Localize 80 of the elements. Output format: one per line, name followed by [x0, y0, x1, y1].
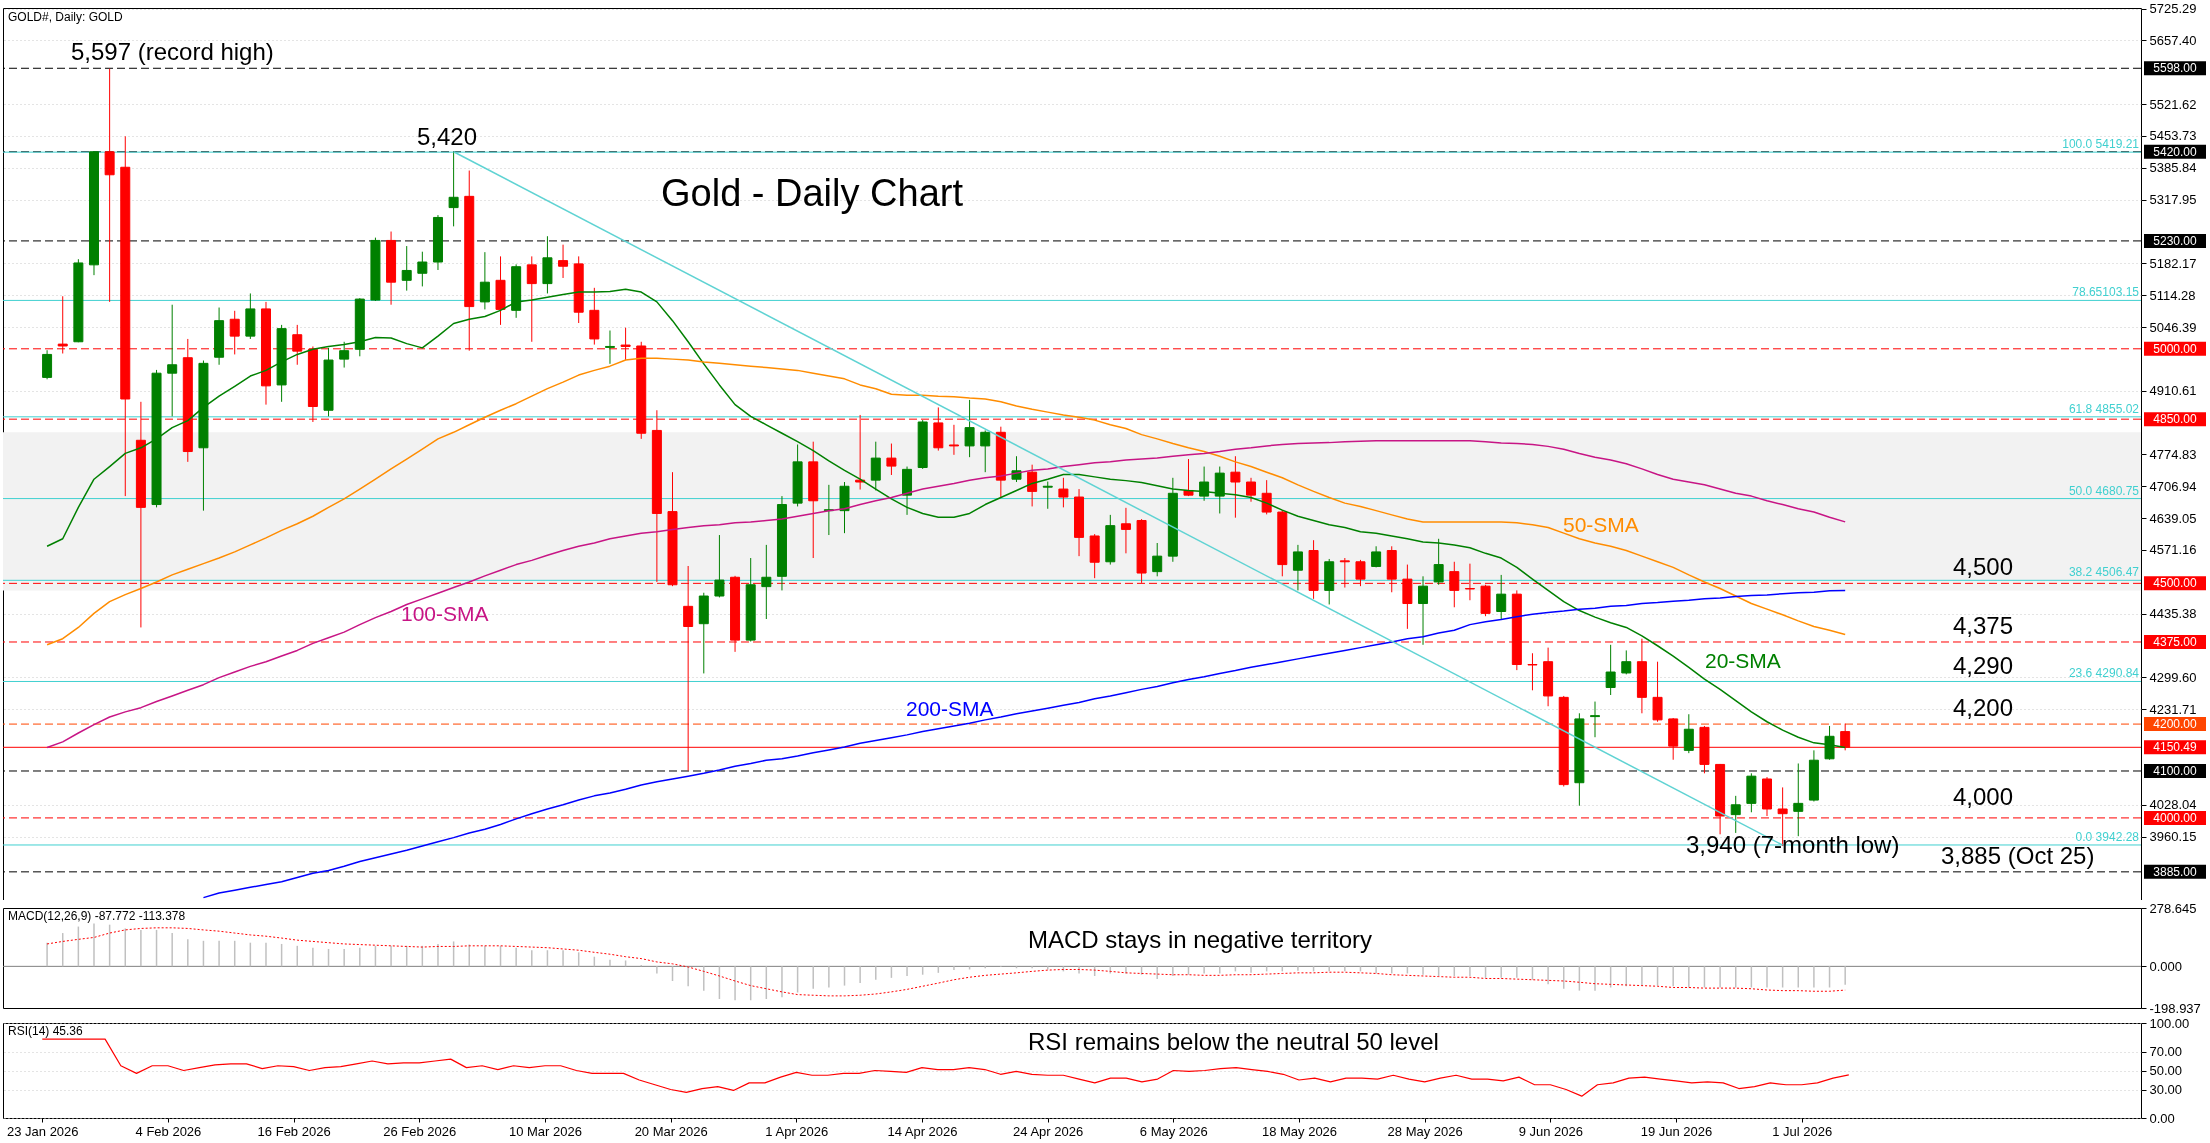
x-tick-label: 19 Jun 2026	[1640, 1123, 1713, 1139]
ref-line-label: 50.0 4680.75	[2068, 483, 2140, 498]
x-tick-label: 28 May 2026	[1387, 1123, 1463, 1139]
y-tick-label: 4639.05	[2149, 510, 2197, 526]
ref-line-label: 5230.00	[2153, 233, 2198, 248]
text: Gold - Daily Chart	[661, 172, 964, 214]
annotation: GOLD#, Daily: GOLD	[8, 10, 124, 24]
annotation: 4,500	[1953, 553, 2014, 581]
annotation: RSI(14) 45.36	[8, 1024, 84, 1038]
y-tick-label: 30.00	[2149, 1082, 2183, 1097]
y-tick-label: 4910.61	[2149, 383, 2197, 399]
ref-line-label: 4150.49	[2153, 740, 2198, 755]
y-tick-label: 50.00	[2149, 1063, 2183, 1078]
y-tick-label: 3960.15	[2149, 829, 2197, 845]
ref-line-label: 4375.00	[2153, 634, 2198, 649]
series-label: 200-SMA	[906, 697, 994, 720]
series-label: 50-SMA	[1563, 513, 1639, 536]
x-tick-label: 23 Jan 2026	[6, 1123, 79, 1139]
y-tick-label: 4231.71	[2149, 701, 2197, 717]
x-tick-label: 26 Feb 2026	[383, 1123, 457, 1139]
y-tick-label: 5385.84	[2149, 160, 2197, 176]
y-tick-label: 0.000	[2149, 958, 2183, 974]
x-tick-label: 20 Mar 2026	[634, 1123, 708, 1139]
y-tick-label: 5657.40	[2149, 32, 2197, 48]
annotation: 4,375	[1953, 611, 2014, 639]
ref-line-label: 5420.00	[2153, 144, 2198, 159]
annotation: 3,940 (7-month low)	[1686, 831, 1900, 859]
y-tick-label: 278.645	[2149, 900, 2197, 916]
ref-line-label: 38.2 4506.47	[2068, 565, 2140, 580]
x-tick-label: 24 Apr 2026	[1013, 1123, 1084, 1139]
series-label: 20-SMA	[1705, 649, 1781, 672]
y-tick-label: 4706.94	[2149, 478, 2197, 494]
annotation: MACD(12,26,9) -87.772 -113.378	[8, 909, 186, 923]
annotation: RSI remains below the neutral 50 level	[1028, 1028, 1439, 1055]
x-tick-label: 6 May 2026	[1139, 1123, 1208, 1139]
ref-line-label: 0.0 3942.28	[2075, 829, 2140, 844]
ref-line-label: 5598.00	[2153, 61, 2198, 76]
y-tick-label: 5521.62	[2149, 96, 2197, 112]
y-tick-label: 4774.83	[2149, 446, 2197, 462]
ref-line-label: 4100.00	[2153, 764, 2198, 778]
y-tick-label: 4028.04	[2149, 797, 2197, 813]
y-tick-label: 5453.73	[2149, 128, 2197, 144]
annotation: MACD stays in negative territory	[1028, 926, 1373, 953]
ref-line-label: 78.65103.15	[2072, 285, 2140, 300]
y-tick-label: 100.00	[2149, 1015, 2190, 1031]
annotation: 3,885 (Oct 25)	[1941, 841, 2095, 869]
y-tick-label: 4435.38	[2149, 606, 2197, 622]
y-tick-label: 5182.17	[2149, 255, 2197, 271]
ref-line-label: 4850.00	[2153, 412, 2198, 427]
ref-line-label: 4000.00	[2153, 810, 2198, 825]
x-tick-label: 9 Jun 2026	[1518, 1123, 1584, 1139]
y-tick-label: 5317.95	[2149, 192, 2197, 208]
ref-line-label: 3885.00	[2153, 864, 2198, 879]
ref-line-label: 23.6 4290.84	[2068, 666, 2140, 681]
y-tick-label: 5725.29	[2149, 1, 2197, 17]
x-tick-label: 1 Apr 2026	[765, 1123, 829, 1139]
ref-line-label: 4200.00	[2153, 717, 2198, 732]
y-tick-label: 5114.28	[2149, 287, 2196, 303]
ref-line-label: 4500.00	[2153, 576, 2198, 591]
annotation: 4,200	[1953, 694, 2014, 722]
series-label: 100-SMA	[401, 602, 489, 625]
ref-line-label: 61.8 4855.02	[2068, 401, 2140, 416]
y-tick-label: 0.00	[2149, 1110, 2175, 1126]
annotation: 5,420	[417, 122, 478, 150]
annotation: 4,000	[1953, 782, 2014, 810]
ref-line-label: 5000.00	[2153, 341, 2198, 356]
x-tick-label: 18 May 2026	[1261, 1123, 1338, 1139]
y-tick-label: 4571.16	[2149, 542, 2197, 558]
ref-line-label: 100.0 5419.21	[2062, 137, 2140, 152]
y-tick-label: -198.937	[2149, 1000, 2201, 1016]
annotation: 4,290	[1953, 651, 2014, 679]
x-tick-label: 16 Feb 2026	[257, 1123, 331, 1139]
x-tick-label: 4 Feb 2026	[135, 1123, 202, 1139]
y-tick-label: 5046.39	[2149, 319, 2197, 335]
annotation: 5,597 (record high)	[71, 37, 274, 65]
x-tick-label: 14 Apr 2026	[887, 1123, 958, 1139]
x-tick-label: 10 Mar 2026	[508, 1123, 582, 1139]
x-tick-label: 1 Jul 2026	[1772, 1123, 1833, 1139]
y-tick-label: 70.00	[2149, 1044, 2183, 1059]
y-tick-label: 4299.60	[2149, 669, 2197, 685]
